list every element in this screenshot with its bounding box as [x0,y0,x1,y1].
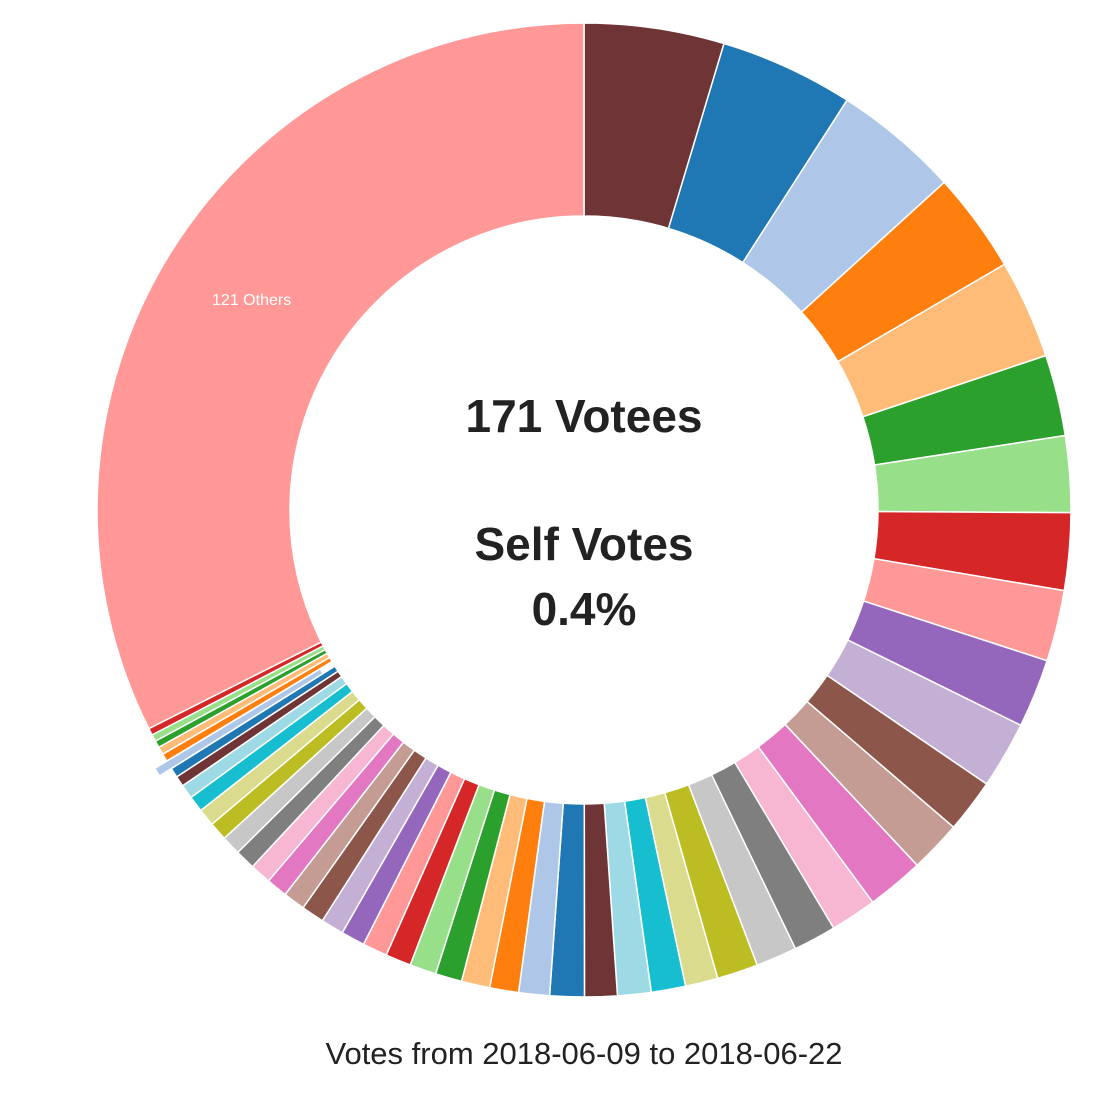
center-subtitle: Self Votes [475,518,694,570]
slice-43[interactable] [170,665,340,778]
center-title: 171 Votees [466,390,703,442]
center-value: 0.4% [532,583,637,635]
slice-label-others: 121 Others [212,292,291,309]
slice-others[interactable] [96,22,585,730]
chart-caption: Votes from 2018-06-09 to 2018-06-22 [325,1036,843,1071]
